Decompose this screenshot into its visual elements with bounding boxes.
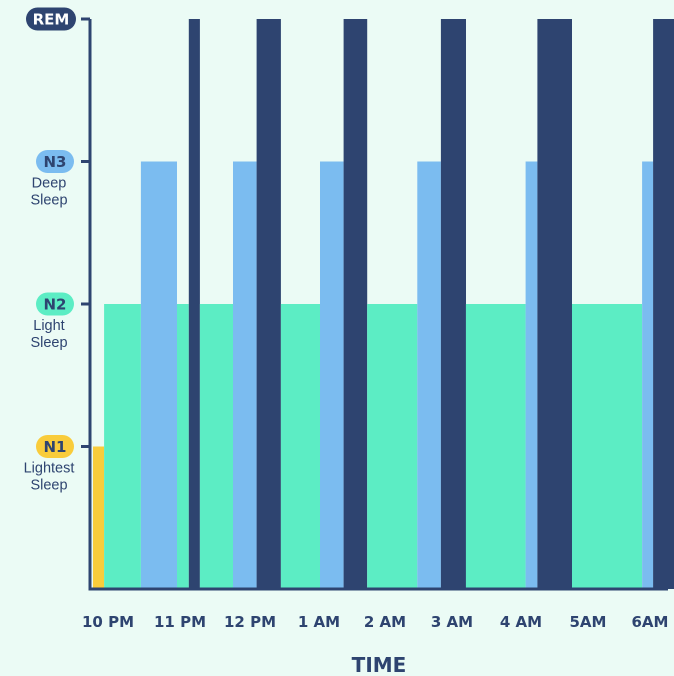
x-axis-tick-labels: 10 PM 11 PM 12 PM 1 AM 2 AM 3 AM 4 AM 5AM 6AM (82, 613, 669, 631)
stage-bar-n3-12 (417, 161, 441, 589)
stage-bar-n2-5 (199, 304, 234, 589)
n1-sublabel-1: Sleep (30, 478, 67, 494)
x-tick-label: 6AM (632, 613, 669, 631)
stage-bar-n2-1 (104, 304, 141, 589)
x-tick-label: 5AM (570, 613, 607, 631)
n1-sublabel-0: Lightest (24, 461, 75, 477)
x-tick-label: 10 PM (82, 613, 134, 631)
stage-bar-n2-17 (572, 304, 642, 589)
stage-bar-rem-13 (440, 19, 466, 589)
axes (81, 17, 668, 591)
x-tick-label: 2 AM (364, 613, 406, 631)
stage-bar-rem-7 (256, 19, 281, 589)
rem-badge-label: REM (33, 11, 70, 29)
stage-bar-n2-3 (177, 304, 189, 589)
stage-bar-rem-4 (188, 19, 200, 589)
x-tick-label: 4 AM (500, 613, 542, 631)
stage-bar-rem-10 (343, 19, 368, 589)
rem-badge (26, 7, 76, 31)
x-tick-label: 12 PM (224, 613, 276, 631)
stage-bar-rem-16 (537, 19, 572, 589)
n3-sublabel-1: Sleep (30, 193, 67, 209)
stage-bars (93, 19, 674, 589)
x-tick-label: 1 AM (298, 613, 340, 631)
stage-bar-n3-15 (525, 161, 538, 589)
stage-bar-n3-18 (642, 161, 654, 589)
x-axis-title: TIME (352, 653, 407, 676)
n2-badge-label: N2 (44, 296, 67, 314)
stage-bar-n2-8 (280, 304, 320, 589)
stage-bar-n1-0 (93, 446, 105, 589)
n2-sublabel-0: Light (33, 318, 64, 334)
n3-badge-label: N3 (44, 153, 67, 171)
stage-bar-n3-2 (140, 161, 177, 589)
n1-badge (36, 435, 74, 458)
stage-bar-n3-9 (320, 161, 344, 589)
x-tick-label: 3 AM (431, 613, 473, 631)
n2-badge (36, 292, 74, 316)
y-axis-labels: N1LightestSleepN2LightSleepN3DeepSleepRE… (24, 7, 76, 494)
x-tick-label: 11 PM (154, 613, 206, 631)
n1-badge-label: N1 (44, 438, 67, 456)
stage-bar-rem-19 (653, 19, 674, 589)
n3-sublabel-0: Deep (32, 176, 67, 192)
n2-sublabel-1: Sleep (30, 335, 67, 351)
n3-badge (36, 150, 74, 173)
stage-bar-n3-6 (233, 161, 257, 589)
stage-bar-n2-14 (465, 304, 526, 589)
stage-bar-n2-11 (367, 304, 418, 589)
